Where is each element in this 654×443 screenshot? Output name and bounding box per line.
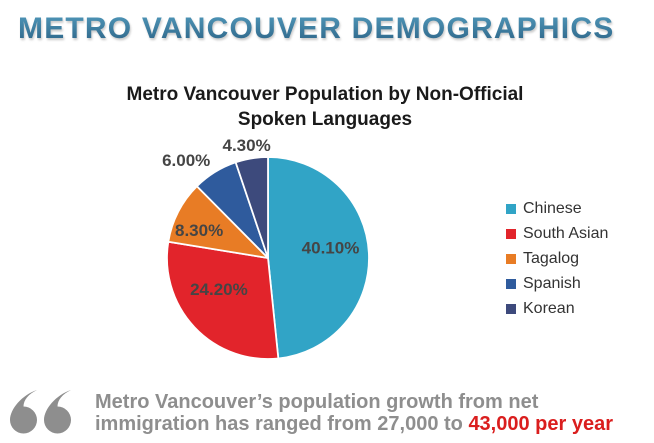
pie-slice-korean — [234, 156, 269, 259]
pie-chart: 40.10% 24.20% 8.30% 6.00% 4.30% — [162, 136, 370, 360]
legend: Chinese South Asian Tagalog Spanish Kore… — [506, 196, 608, 321]
page-title-graphic: METRO VANCOUVER DEMOGRAPHICS — [18, 12, 614, 45]
quote-line-2-prefix: immigration has ranged from 27,000 to — [95, 413, 469, 435]
legend-item-south-asian: South Asian — [506, 221, 608, 246]
legend-swatch-korean — [506, 303, 516, 314]
pie-label-tagalog: 8.30% — [175, 221, 223, 240]
pie-slice-chinese — [267, 156, 370, 360]
quote-line-2: immigration has ranged from 27,000 to 43… — [95, 413, 650, 435]
legend-swatch-spanish — [506, 278, 516, 289]
legend-item-chinese: Chinese — [506, 196, 608, 221]
legend-label-south-asian: South Asian — [523, 224, 609, 242]
quote-text: Metro Vancouver’s population growth from… — [95, 391, 650, 435]
legend-swatch-chinese — [506, 203, 516, 214]
quote-line-1: Metro Vancouver’s population growth from… — [95, 391, 539, 413]
pie-label-south-asian: 24.20% — [190, 280, 248, 299]
page-title: METRO VANCOUVER DEMOGRAPHICS — [18, 12, 614, 45]
legend-item-tagalog: Tagalog — [506, 246, 608, 271]
quote-highlight: 43,000 per year — [468, 413, 613, 435]
legend-label-korean: Korean — [523, 299, 575, 317]
pie-label-spanish: 6.00% — [162, 151, 210, 170]
legend-label-spanish: Spanish — [523, 274, 581, 292]
pie-slice-south-asian — [166, 240, 280, 360]
legend-item-spanish: Spanish — [506, 271, 608, 296]
chart-title: Metro Vancouver Population by Non-Offici… — [126, 84, 524, 130]
pie-label-korean: 4.30% — [222, 136, 270, 155]
pie-label-chinese: 40.10% — [302, 238, 360, 257]
legend-label-tagalog: Tagalog — [523, 249, 580, 267]
legend-swatch-tagalog — [506, 253, 516, 264]
legend-label-chinese: Chinese — [523, 199, 582, 217]
quote-marks-icon — [10, 390, 71, 434]
legend-item-korean: Korean — [506, 296, 608, 321]
legend-swatch-south-asian — [506, 228, 516, 239]
